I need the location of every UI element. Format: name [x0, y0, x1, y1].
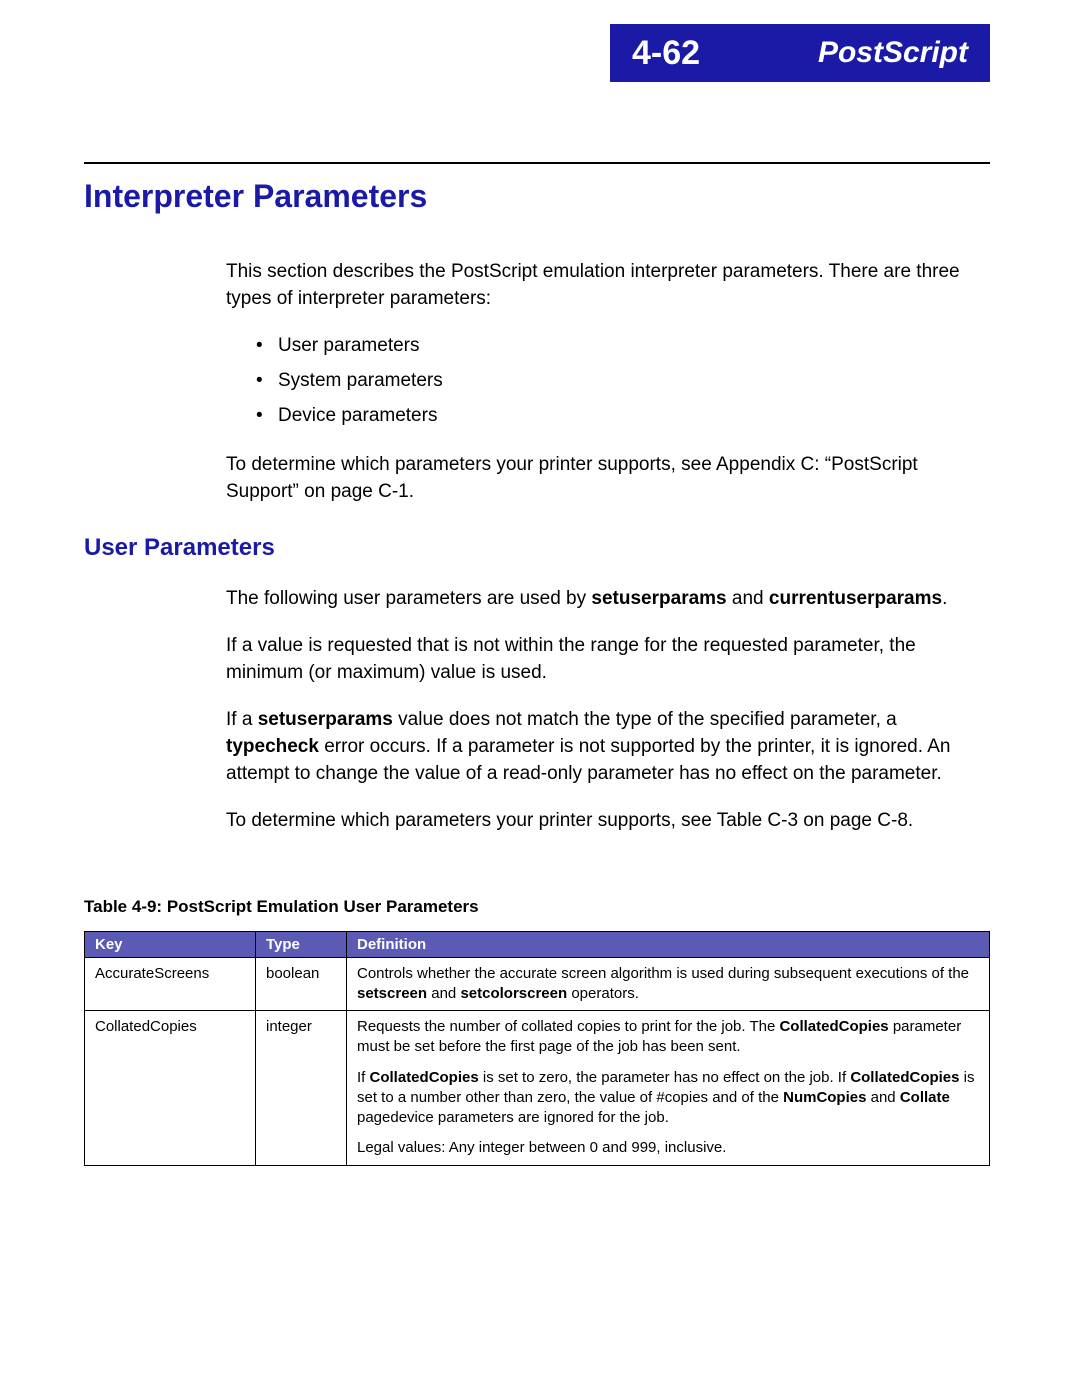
- chapter-title: PostScript: [818, 36, 968, 70]
- text-bold: CollatedCopies: [779, 1018, 888, 1035]
- sub-title: User Parameters: [84, 534, 990, 562]
- cell-definition: Controls whether the accurate screen alg…: [347, 957, 990, 1011]
- text: If: [357, 1069, 370, 1086]
- user-p1: The following user parameters are used b…: [226, 586, 990, 613]
- user-p2: If a value is requested that is not with…: [226, 633, 990, 687]
- text-bold: setuserparams: [591, 588, 726, 609]
- cell-key: AccurateScreens: [85, 957, 256, 1011]
- list-item: System parameters: [256, 368, 990, 395]
- text: value does not match the type of the spe…: [393, 709, 897, 730]
- text-bold: NumCopies: [783, 1089, 866, 1106]
- text: Requests the number of collated copies t…: [357, 1018, 779, 1035]
- param-type-list: User parameters System parameters Device…: [256, 333, 990, 430]
- intro-text: This section describes the PostScript em…: [226, 259, 990, 313]
- rule-top: [84, 162, 990, 164]
- page-number: 4-62: [632, 34, 700, 73]
- cell-type: integer: [256, 1011, 347, 1166]
- user-params-table: Key Type Definition AccurateScreens bool…: [84, 931, 990, 1166]
- def-p1: Requests the number of collated copies t…: [357, 1017, 979, 1058]
- def-p2: If CollatedCopies is set to zero, the pa…: [357, 1068, 979, 1129]
- text: and: [727, 588, 769, 609]
- text: If a: [226, 709, 258, 730]
- appendix-note: To determine which parameters your print…: [226, 452, 990, 506]
- table-row: AccurateScreens boolean Controls whether…: [85, 957, 990, 1011]
- col-definition: Definition: [347, 931, 990, 957]
- text-bold: typecheck: [226, 736, 319, 757]
- text: .: [942, 588, 947, 609]
- text-bold: Collate: [900, 1089, 950, 1106]
- text: The following user parameters are used b…: [226, 588, 591, 609]
- user-p3: If a setuserparams value does not match …: [226, 707, 990, 788]
- table-row: CollatedCopies integer Requests the numb…: [85, 1011, 990, 1166]
- user-params-block: The following user parameters are used b…: [226, 586, 990, 835]
- col-key: Key: [85, 931, 256, 957]
- cell-type: boolean: [256, 957, 347, 1011]
- list-item: User parameters: [256, 333, 990, 360]
- intro-block: This section describes the PostScript em…: [226, 259, 990, 506]
- text: operators.: [567, 985, 639, 1002]
- col-type: Type: [256, 931, 347, 957]
- text: pagedevice parameters are ignored for th…: [357, 1109, 669, 1126]
- text: Controls whether the accurate screen alg…: [357, 965, 969, 982]
- text-bold: CollatedCopies: [850, 1069, 959, 1086]
- text: error occurs. If a parameter is not supp…: [226, 736, 951, 784]
- text-bold: CollatedCopies: [370, 1069, 479, 1086]
- text-bold: setcolorscreen: [460, 985, 567, 1002]
- def-p3: Legal values: Any integer between 0 and …: [357, 1138, 979, 1158]
- text: and: [427, 985, 460, 1002]
- page: 4-62 PostScript Interpreter Parameters T…: [0, 0, 1080, 1397]
- text-bold: currentuserparams: [769, 588, 942, 609]
- text-bold: setscreen: [357, 985, 427, 1002]
- text: and: [866, 1089, 899, 1106]
- header-band: 4-62 PostScript: [610, 24, 990, 82]
- section-title: Interpreter Parameters: [84, 178, 990, 215]
- cell-key: CollatedCopies: [85, 1011, 256, 1166]
- user-p4: To determine which parameters your print…: [226, 808, 990, 835]
- text: is set to zero, the parameter has no eff…: [479, 1069, 851, 1086]
- table-header-row: Key Type Definition: [85, 931, 990, 957]
- list-item: Device parameters: [256, 403, 990, 430]
- table-caption: Table 4-9: PostScript Emulation User Par…: [84, 897, 990, 917]
- content: Interpreter Parameters This section desc…: [84, 178, 990, 1166]
- text-bold: setuserparams: [258, 709, 393, 730]
- cell-definition: Requests the number of collated copies t…: [347, 1011, 990, 1166]
